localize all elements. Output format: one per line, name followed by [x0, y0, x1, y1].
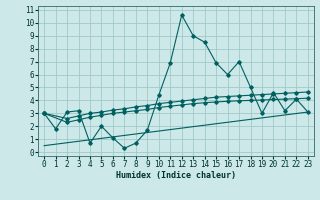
- X-axis label: Humidex (Indice chaleur): Humidex (Indice chaleur): [116, 171, 236, 180]
